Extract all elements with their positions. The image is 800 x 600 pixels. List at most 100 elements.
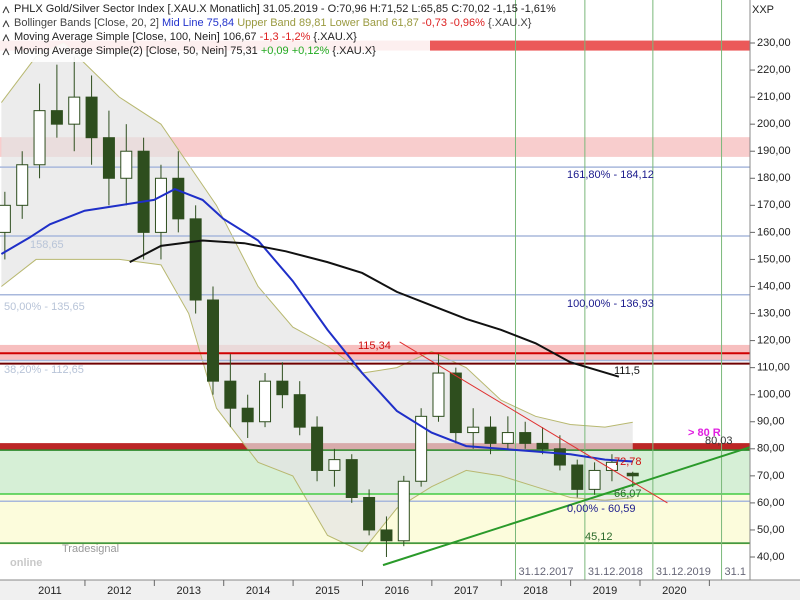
legend-segment: Moving Average Simple(2) [Close, 50, Nei…	[14, 45, 261, 57]
date-line-label: 31.12.2017	[518, 566, 573, 578]
legend-segment: Moving Average Simple [Close, 100, Nein]…	[14, 31, 260, 43]
legend-segment: {.XAU.X}	[332, 45, 376, 57]
annotation: 111,5	[614, 365, 640, 377]
candle-body	[16, 164, 29, 206]
date-line-label: 31.12.2018	[588, 566, 643, 578]
axes: 31.12.2017 31.12.2018 31.12.2019 31.1 40,00 5…	[38, 37, 791, 597]
x-tick-label: 2018	[523, 585, 547, 597]
candle-body	[484, 426, 497, 444]
y-tick-label: 230,00	[757, 37, 791, 49]
candle-body	[293, 394, 306, 428]
legend-segment: {.XAU.X}	[488, 17, 532, 29]
candle-body	[206, 299, 219, 382]
x-tick-label: 2020	[662, 585, 686, 597]
legend-segment: Upper Band 89,81	[237, 17, 329, 29]
candle-body	[137, 150, 150, 233]
date-line-label: 31.1	[725, 566, 746, 578]
y-tick-label: 220,00	[757, 64, 791, 76]
candle-body	[536, 442, 549, 450]
legend-icon	[2, 33, 10, 42]
y-tick-label: 200,00	[757, 118, 791, 130]
candle-body	[50, 110, 63, 125]
candle-body	[345, 459, 358, 498]
x-axis-panel	[0, 580, 800, 600]
candle-body	[102, 137, 115, 179]
candle-body	[172, 177, 185, 220]
indicator-line	[399, 341, 668, 504]
candle-body	[224, 380, 237, 409]
bollinger-upper	[0, 42, 633, 428]
x-tick-label: 2015	[315, 585, 339, 597]
candle-body	[588, 469, 601, 490]
y-tick-label: 100,00	[757, 389, 791, 401]
annotation: 45,12	[585, 531, 613, 543]
y-tick-label: 210,00	[757, 91, 791, 103]
annotation: 72,78	[614, 456, 642, 468]
y-tick-label: 90,00	[757, 416, 785, 428]
candle-body	[154, 177, 167, 233]
watermark: online	[10, 557, 42, 569]
x-tick-label: 2017	[454, 585, 478, 597]
legend-icon	[2, 5, 10, 14]
candle-body	[397, 480, 410, 542]
legend-background	[0, 0, 430, 62]
y-tick-label: 150,00	[757, 253, 791, 265]
candle-body	[571, 464, 584, 490]
y-tick-label: 170,00	[757, 199, 791, 211]
candle-body	[363, 496, 376, 531]
legend-segment: -0,73 -0,96%	[422, 17, 488, 29]
candle-body	[415, 415, 428, 482]
y-tick-label: 40,00	[757, 551, 785, 563]
candle-body	[432, 372, 445, 417]
candle-body	[68, 96, 81, 125]
candle-body	[467, 426, 480, 434]
indicator-line	[0, 187, 633, 463]
x-tick-label: 2013	[176, 585, 200, 597]
y-tick-label: 120,00	[757, 334, 791, 346]
candle-body	[241, 407, 254, 423]
annotation: > 80 R	[688, 427, 721, 439]
candle-body	[328, 459, 341, 471]
annotation: 66,07	[614, 488, 642, 500]
y-tick-label: 70,00	[757, 470, 785, 482]
legend-line: Bollinger Bands [Close, 20, 2] Mid Line …	[14, 17, 532, 29]
candle-body	[0, 204, 11, 233]
x-tick-label: 2019	[593, 585, 617, 597]
zone-band	[0, 137, 750, 157]
legend-segment: -1,3 -1,2%	[260, 31, 314, 43]
candle-body	[501, 432, 514, 444]
x-tick-label: 2014	[246, 585, 270, 597]
x-tick-label: 2012	[107, 585, 131, 597]
y-tick-label: 140,00	[757, 280, 791, 292]
legend-line: Moving Average Simple [Close, 100, Nein]…	[14, 31, 357, 43]
y-tick-label: 160,00	[757, 226, 791, 238]
date-line-label: 31.12.2019	[656, 566, 711, 578]
candle-body	[120, 150, 133, 179]
header: PHLX Gold/Silver Sector Index [.XAU.X Mo…	[0, 0, 775, 569]
y-tick-label: 180,00	[757, 172, 791, 184]
legend-segment: Lower Band 61,87	[330, 17, 422, 29]
candle-body	[626, 472, 639, 477]
candle-body	[311, 426, 324, 471]
candle-body	[276, 380, 289, 396]
legend-line: PHLX Gold/Silver Sector Index [.XAU.X Mo…	[14, 3, 556, 15]
bollinger-lower	[1, 258, 633, 553]
candle-body	[380, 529, 393, 542]
legend-segment: Mid Line 75,84	[162, 17, 237, 29]
candle-body	[553, 448, 566, 466]
annotation: 38,20% - 112,65	[4, 364, 84, 376]
annotation: 80,03	[705, 435, 733, 447]
annotation: 158,65	[30, 239, 64, 251]
x-tick-label: 2011	[38, 585, 62, 597]
bollinger-fill	[1, 43, 633, 552]
candle-body	[33, 110, 46, 166]
candle-body	[519, 432, 532, 444]
y-tick-label: 110,00	[757, 362, 790, 374]
y-tick-label: 80,00	[757, 443, 785, 455]
y-tick-label: 190,00	[757, 145, 791, 157]
annotation: 115,34	[358, 340, 391, 352]
legend-segment: PHLX Gold/Silver Sector Index [.XAU.X Mo…	[14, 3, 556, 15]
annotation: 0,00% - 60,59	[567, 503, 636, 515]
legend-icon	[2, 19, 10, 28]
